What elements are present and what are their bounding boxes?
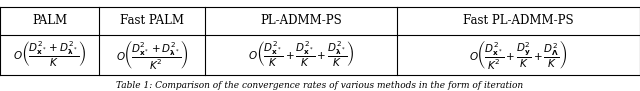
- Text: PALM: PALM: [32, 14, 67, 27]
- Text: Table 1: Comparison of the convergence rates of various methods in the form of i: Table 1: Comparison of the convergence r…: [116, 81, 524, 90]
- Text: Fast PALM: Fast PALM: [120, 14, 184, 27]
- Text: $O\left(\dfrac{D_{\mathbf{x}^*}^2+D_{\boldsymbol{\lambda}^*}^2}{K^2}\right)$: $O\left(\dfrac{D_{\mathbf{x}^*}^2+D_{\bo…: [116, 38, 188, 71]
- Text: $O\left(\dfrac{D_{\mathbf{x}^*}^2}{K^2}+\dfrac{D_{\mathbf{y}}^2}{K}+\dfrac{D_{\b: $O\left(\dfrac{D_{\mathbf{x}^*}^2}{K^2}+…: [469, 38, 568, 71]
- Text: PL-ADMM-PS: PL-ADMM-PS: [260, 14, 342, 27]
- Text: $O\left(\dfrac{D_{\mathbf{x}^*}^2}{K}+\dfrac{D_{\mathbf{x}^*}^2}{K}+\dfrac{D_{\b: $O\left(\dfrac{D_{\mathbf{x}^*}^2}{K}+\d…: [248, 40, 354, 69]
- Text: Fast PL-ADMM-PS: Fast PL-ADMM-PS: [463, 14, 573, 27]
- Text: $O\left(\dfrac{D_{\mathbf{x}^*}^2+D_{\boldsymbol{\lambda}^*}^2}{K}\right)$: $O\left(\dfrac{D_{\mathbf{x}^*}^2+D_{\bo…: [13, 40, 86, 69]
